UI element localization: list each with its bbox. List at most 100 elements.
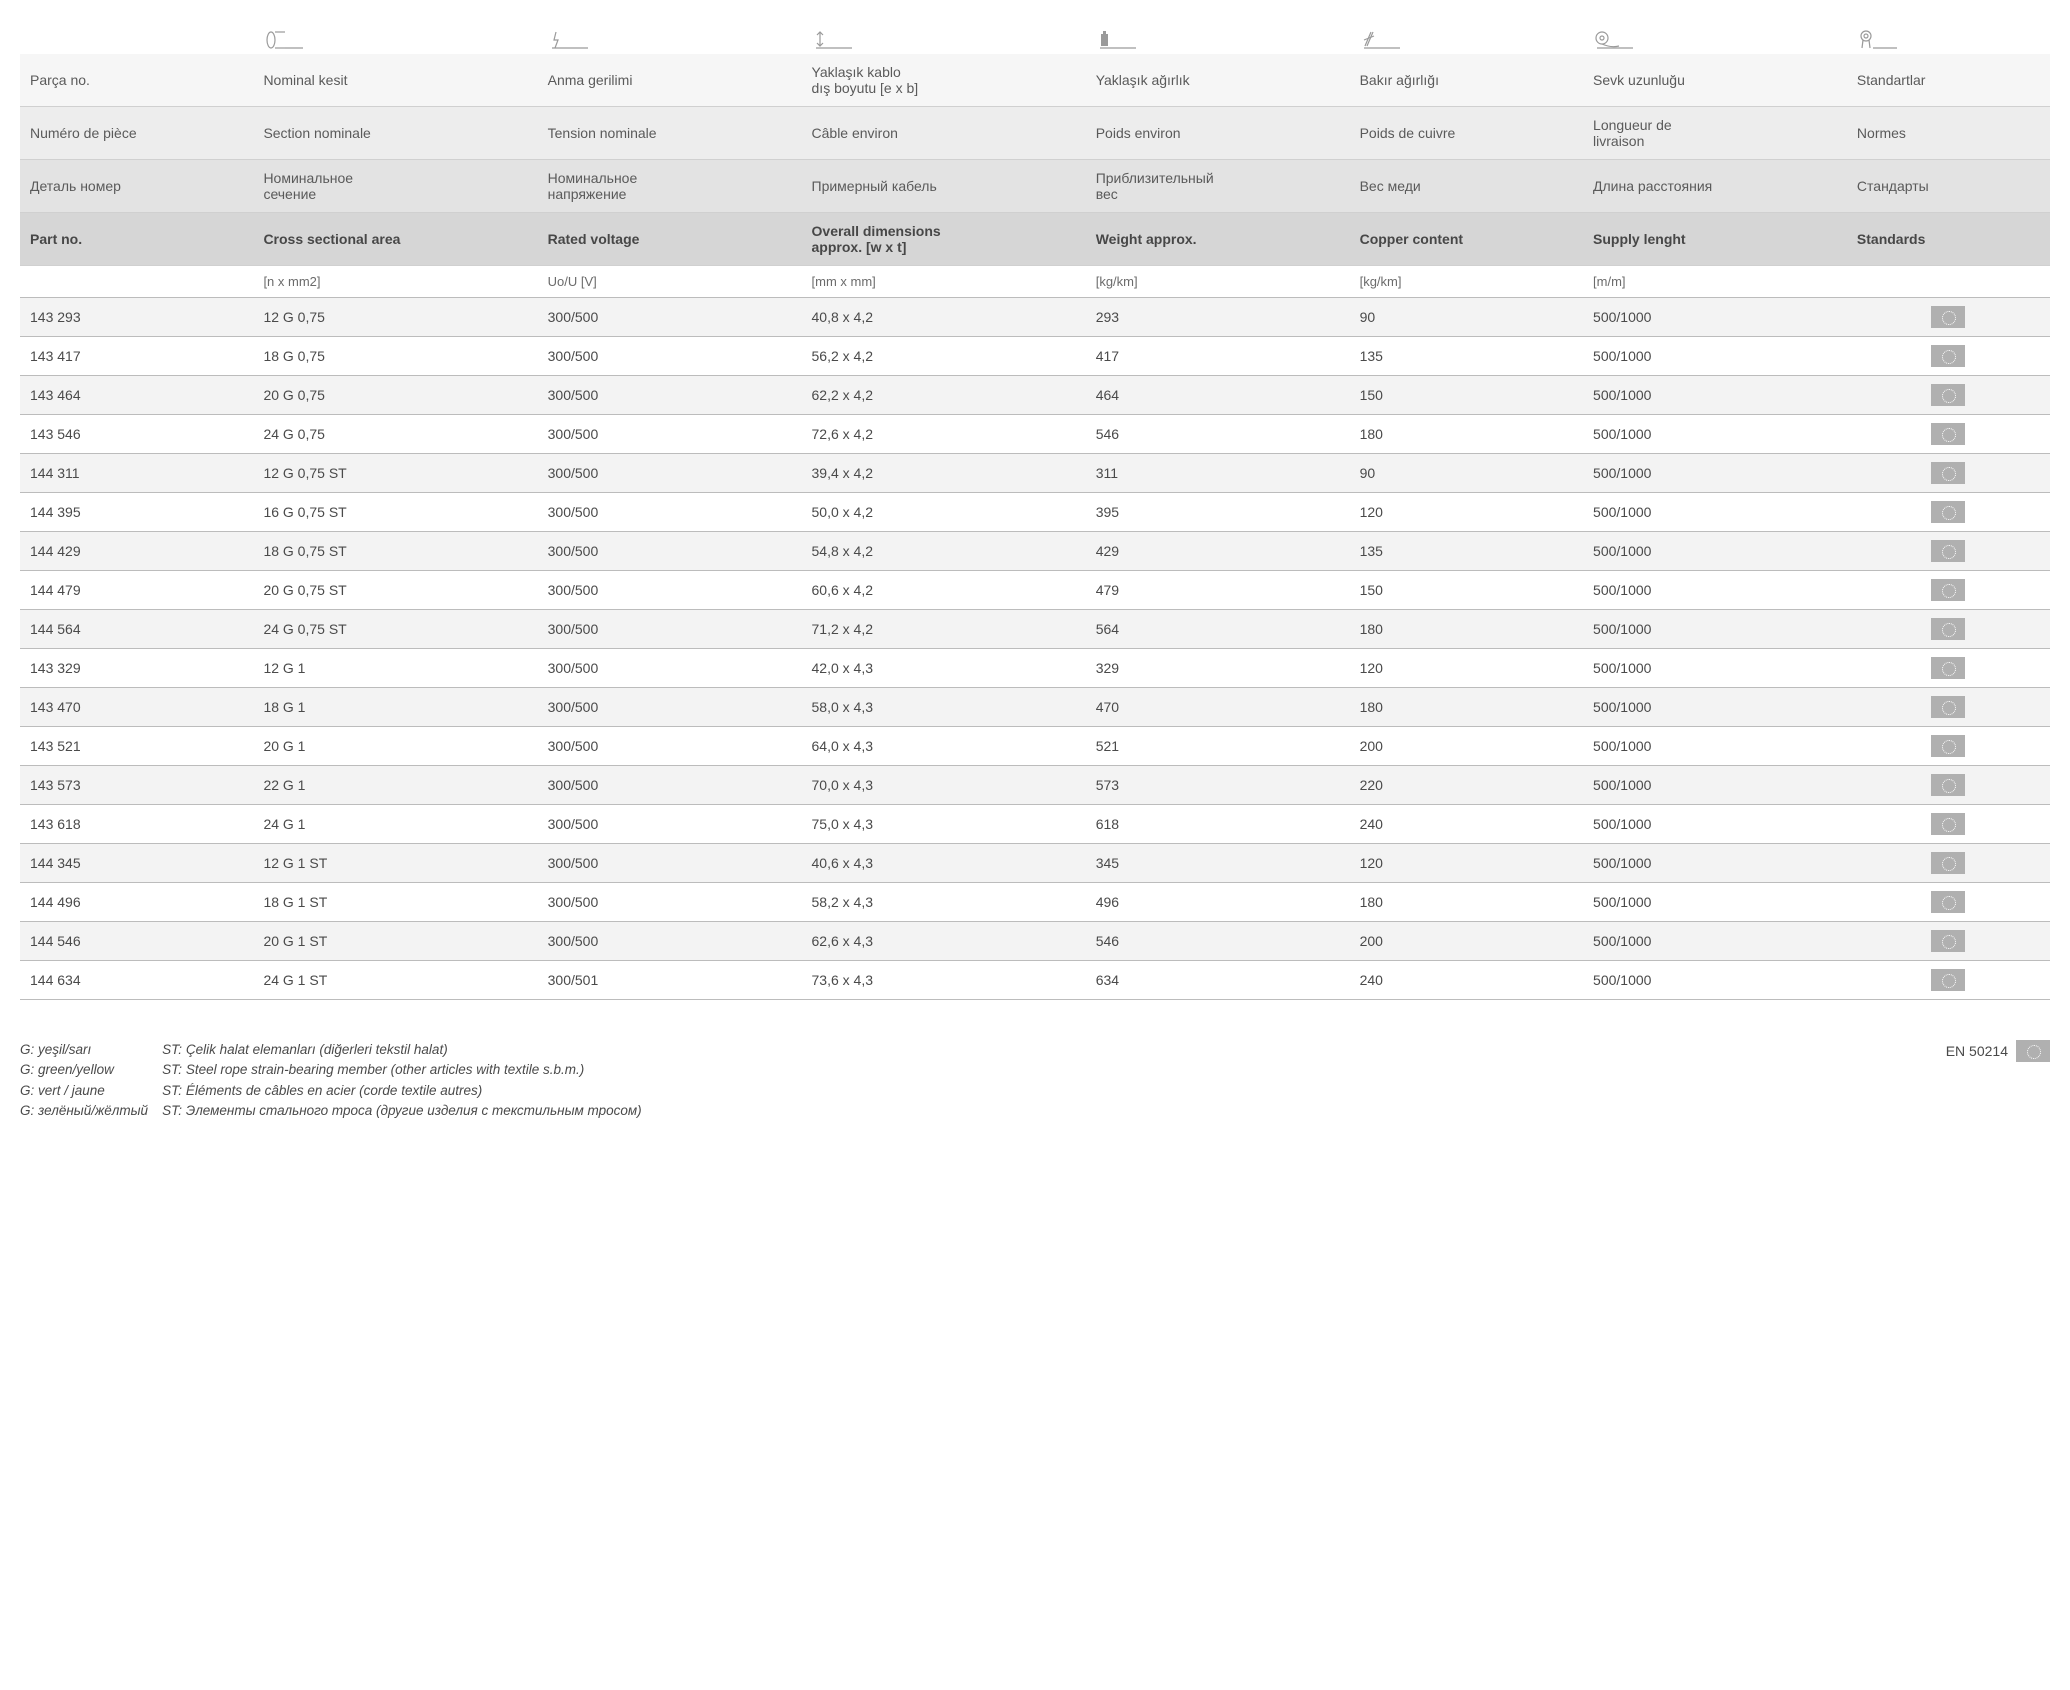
table-cell: 345 <box>1086 844 1350 883</box>
header-label: Nominal kesit <box>263 72 527 88</box>
table-cell: 500/1000 <box>1583 766 1847 805</box>
header-cell: Standards <box>1847 213 2050 266</box>
table-cell: 500/1000 <box>1583 298 1847 337</box>
table-row: 144 42918 G 0,75 ST300/50054,8 x 4,24291… <box>20 532 2050 571</box>
header-cell: Nominal kesit <box>253 54 537 107</box>
header-label: Tension nominale <box>548 125 792 141</box>
header-cell: Примерный кабель <box>802 160 1086 213</box>
table-cell: 300/500 <box>538 415 802 454</box>
table-cell: 24 G 0,75 ST <box>253 610 537 649</box>
unit-cell <box>20 266 253 298</box>
table-cell: 58,0 x 4,3 <box>802 688 1086 727</box>
table-cell: 500/1000 <box>1583 337 1847 376</box>
table-cell <box>1847 610 2050 649</box>
header-cell: Copper content <box>1350 213 1583 266</box>
header-cell: Tension nominale <box>538 107 802 160</box>
header-label: Примерный кабель <box>812 178 1076 194</box>
table-cell: 180 <box>1350 610 1583 649</box>
table-cell <box>1847 922 2050 961</box>
table-row: 144 56424 G 0,75 ST300/50071,2 x 4,25641… <box>20 610 2050 649</box>
eu-flag-icon <box>1931 384 1965 406</box>
table-row: 143 52120 G 1300/50064,0 x 4,3521200500/… <box>20 727 2050 766</box>
eu-flag-icon <box>1931 969 1965 991</box>
header-cell: Parça no. <box>20 54 253 107</box>
table-cell: 500/1000 <box>1583 961 1847 1000</box>
footnote-st-line: Éléments de câbles en acier (corde texti… <box>186 1083 482 1098</box>
table-cell: 12 G 1 <box>253 649 537 688</box>
eu-flag-icon <box>1931 891 1965 913</box>
table-cell: 56,2 x 4,2 <box>802 337 1086 376</box>
header-cell: Деталь номер <box>20 160 253 213</box>
header-cell: Номинальноенапряжение <box>538 160 802 213</box>
header-label: Câble environ <box>812 125 1076 141</box>
table-cell: 18 G 0,75 <box>253 337 537 376</box>
header-label: Yaklaşık kablo <box>812 64 1076 80</box>
header-row-lang-0: Parça no. Nominal kesit Anma gerilimi Yakla… <box>20 54 2050 107</box>
header-label: approx. [w x t] <box>812 239 1076 255</box>
table-cell: 22 G 1 <box>253 766 537 805</box>
table-cell <box>1847 376 2050 415</box>
header-cell: Rated voltage <box>538 213 802 266</box>
table-cell: 150 <box>1350 571 1583 610</box>
table-row: 143 61824 G 1300/50075,0 x 4,3618240500/… <box>20 805 2050 844</box>
table-cell: 50,0 x 4,2 <box>802 493 1086 532</box>
table-cell <box>1847 298 2050 337</box>
header-label: Anma gerilimi <box>548 72 792 88</box>
header-label: Вес меди <box>1360 178 1573 194</box>
footnote-g: G: yeşil/sarı G: green/yellow G: vert / … <box>20 1040 148 1121</box>
header-cell: Приблизительныйвес <box>1086 160 1350 213</box>
table-cell: 564 <box>1086 610 1350 649</box>
table-row: 144 49618 G 1 ST300/50058,2 x 4,34961805… <box>20 883 2050 922</box>
table-row: 143 57322 G 1300/50070,0 x 4,3573220500/… <box>20 766 2050 805</box>
unit-cell: [kg/km] <box>1086 266 1350 298</box>
table-cell: 300/500 <box>538 454 802 493</box>
table-cell: 71,2 x 4,2 <box>802 610 1086 649</box>
footnote-st-key: ST: <box>162 1042 182 1057</box>
table-cell: 618 <box>1086 805 1350 844</box>
table-cell: 470 <box>1086 688 1350 727</box>
header-cell: Normes <box>1847 107 2050 160</box>
table-cell: 18 G 1 <box>253 688 537 727</box>
header-label: Длина расстояния <box>1593 178 1837 194</box>
table-cell: 300/500 <box>538 532 802 571</box>
table-cell: 24 G 1 <box>253 805 537 844</box>
header-label: Parça no. <box>30 72 243 88</box>
header-cell: Anma gerilimi <box>538 54 802 107</box>
eu-flag-icon <box>1931 735 1965 757</box>
table-cell: 73,6 x 4,3 <box>802 961 1086 1000</box>
standards-icon <box>1847 20 2050 54</box>
header-label: напряжение <box>548 186 792 202</box>
unit-cell: [m/m] <box>1583 266 1847 298</box>
table-cell: 18 G 0,75 ST <box>253 532 537 571</box>
table-cell: 500/1000 <box>1583 727 1847 766</box>
footnotes: G: yeşil/sarı G: green/yellow G: vert / … <box>20 1040 2050 1121</box>
header-cell: Supply lenght <box>1583 213 1847 266</box>
table-row: 144 63424 G 1 ST300/50173,6 x 4,36342405… <box>20 961 2050 1000</box>
eu-flag-icon <box>1931 579 1965 601</box>
header-label: livraison <box>1593 133 1837 149</box>
table-cell <box>1847 727 2050 766</box>
eu-flag-icon <box>1931 696 1965 718</box>
table-cell: 500/1000 <box>1583 922 1847 961</box>
header-label: Overall dimensions <box>812 223 1076 239</box>
unit-cell: [n x mm2] <box>253 266 537 298</box>
table-cell <box>1847 961 2050 1000</box>
table-cell: 62,2 x 4,2 <box>802 376 1086 415</box>
header-cell: Вес меди <box>1350 160 1583 213</box>
header-cell: Sevk uzunluğu <box>1583 54 1847 107</box>
header-label: Section nominale <box>263 125 527 141</box>
table-cell: 143 470 <box>20 688 253 727</box>
footnote-g-line: зелёный/жёлтый <box>38 1103 148 1118</box>
table-cell: 144 564 <box>20 610 253 649</box>
table-cell: 479 <box>1086 571 1350 610</box>
table-cell: 143 618 <box>20 805 253 844</box>
header-cell: Part no. <box>20 213 253 266</box>
header-label: Weight approx. <box>1096 231 1340 247</box>
table-cell: 16 G 0,75 ST <box>253 493 537 532</box>
table-cell: 220 <box>1350 766 1583 805</box>
table-cell: 143 464 <box>20 376 253 415</box>
table-cell: 300/500 <box>538 337 802 376</box>
table-cell: 300/500 <box>538 571 802 610</box>
table-cell: 500/1000 <box>1583 844 1847 883</box>
table-cell: 75,0 x 4,3 <box>802 805 1086 844</box>
